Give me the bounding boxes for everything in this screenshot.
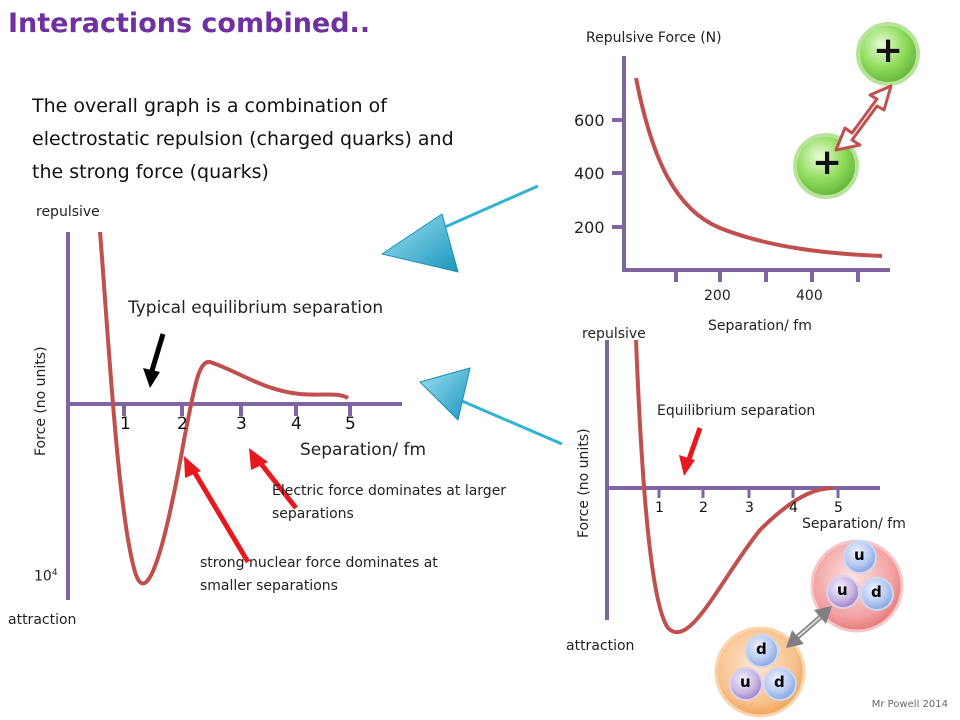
- repulsion-graph: [612, 22, 920, 282]
- charge-plus-lower: +: [812, 142, 843, 183]
- small-equilibrium-arrow: [679, 427, 703, 476]
- proton-quark-u2: [826, 575, 860, 609]
- main-x-axis-label: Separation/ fm: [300, 440, 427, 460]
- main-force-curve: [98, 231, 350, 586]
- small-x-tick-marks: [657, 488, 840, 498]
- electric-note-arrow: [249, 448, 298, 510]
- small-attraction-label: attraction: [566, 638, 635, 654]
- main-x-tick-4: 4: [291, 414, 302, 434]
- neutron-quark-d2-label: d: [774, 673, 785, 691]
- small-x-tick-4: 4: [789, 500, 798, 516]
- repulsion-y-tick-400: 400: [574, 164, 605, 183]
- small-x-tick-5: 5: [834, 500, 843, 516]
- small-equilibrium-label: Equilibrium separation: [657, 403, 816, 419]
- proton-quark-u1: [843, 540, 877, 574]
- y-scale-label: 104: [34, 568, 58, 585]
- nucleon-double-arrow: [786, 606, 832, 648]
- proton-quark-d-label: d: [871, 583, 882, 601]
- main-x-tick-1: 1: [120, 414, 131, 434]
- proton-quark-u2-label: u: [837, 581, 848, 599]
- small-graph: [605, 339, 880, 635]
- repulsion-double-arrow: [834, 84, 893, 152]
- main-x-tick-3: 3: [236, 414, 247, 434]
- positive-charge-upper: [856, 22, 920, 86]
- intro-text: The overall graph is a combination of el…: [32, 95, 454, 183]
- charge-plus-upper: +: [873, 30, 904, 71]
- main-equilibrium-label: Typical equilibrium separation: [128, 298, 384, 318]
- proton-quark-d: [860, 577, 894, 611]
- repulsion-curve: [634, 77, 883, 258]
- repulsion-x-tick-400: 400: [796, 288, 823, 304]
- equilibrium-pointer-arrow: [143, 333, 166, 388]
- small-x-tick-1: 1: [655, 500, 664, 516]
- main-x-tick-marks: [122, 404, 352, 416]
- neutron-quark-d2: [763, 667, 797, 701]
- small-repulsive-label: repulsive: [582, 326, 646, 342]
- neutron-quark-d1-label: d: [756, 640, 767, 658]
- neutron-quark-u: [729, 667, 763, 701]
- small-x-tick-3: 3: [745, 500, 754, 516]
- page-title: Interactions combined..: [8, 8, 371, 39]
- repulsion-x-axis-label: Separation/ fm: [708, 318, 812, 334]
- cyan-arrow-upper: [380, 184, 539, 273]
- repulsion-y-axis-label: Repulsive Force (N): [586, 30, 722, 46]
- main-x-tick-5: 5: [345, 414, 356, 434]
- main-graph: [66, 231, 402, 600]
- credit-text: Mr Powell 2014: [871, 699, 948, 710]
- small-force-curve: [634, 339, 835, 635]
- main-x-tick-2: 2: [177, 414, 188, 434]
- repulsion-x-tick-200: 200: [704, 288, 731, 304]
- proton-quark-u1-label: u: [854, 546, 865, 564]
- small-y-axis-label: Force (no units): [576, 428, 592, 538]
- repulsion-y-tick-marks: [612, 118, 624, 229]
- repulsion-y-tick-200: 200: [574, 218, 605, 237]
- repulsion-x-tick-marks: [674, 270, 860, 282]
- small-x-axis-label: Separation/ fm: [802, 516, 906, 532]
- small-x-tick-2: 2: [699, 500, 708, 516]
- strong-note-arrow: [184, 456, 251, 564]
- neutron-quark-d1: [745, 634, 779, 668]
- main-attraction-label: attraction: [8, 612, 77, 628]
- electric-force-note: Electric force dominates at larger separ…: [272, 483, 507, 522]
- strong-force-note: strong nuclear force dominates at smalle…: [200, 555, 438, 594]
- positive-charge-lower: [793, 133, 859, 199]
- main-y-axis-label: Force (no units): [33, 346, 49, 456]
- neutron-quark-u-label: u: [740, 673, 751, 691]
- repulsion-y-tick-600: 600: [574, 111, 605, 130]
- main-repulsive-label: repulsive: [36, 204, 100, 220]
- cyan-arrow-lower: [419, 367, 563, 446]
